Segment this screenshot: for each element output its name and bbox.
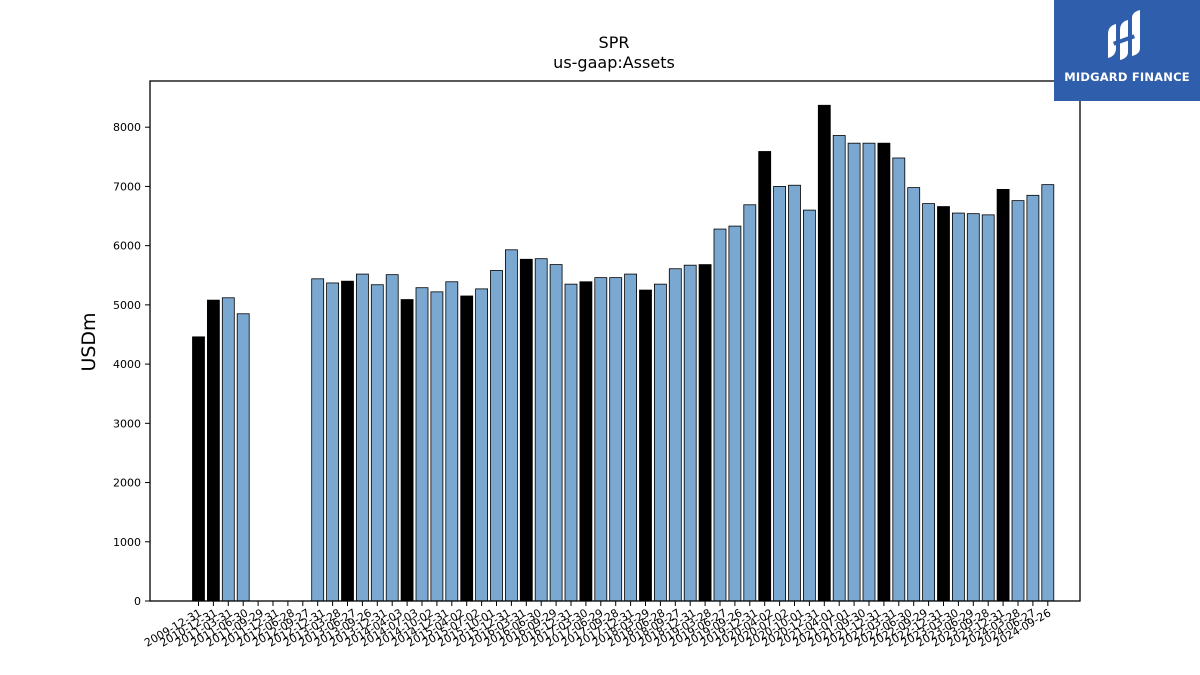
y-tick-label: 3000 — [113, 417, 141, 430]
bar-2017-06-29 — [624, 273, 637, 602]
bar-2013-03-28 — [370, 284, 384, 602]
y-tick-label: 1000 — [113, 536, 141, 549]
bar-2016-06-30 — [564, 283, 578, 602]
y-axis-label: USDm — [78, 312, 100, 371]
bar-2020-12-31 — [832, 135, 846, 602]
bar-2019-03-28 — [728, 225, 742, 602]
bar-2018-06-28 — [683, 264, 697, 602]
bar-2019-09-26 — [758, 151, 772, 602]
bar-2021-12-31 — [892, 157, 906, 602]
bar-2016-12-31 — [594, 277, 608, 602]
bar-2021-04-01 — [847, 142, 861, 602]
bar-2015-07-02 — [504, 249, 518, 602]
bar-2012-06-28 — [326, 282, 340, 602]
bar-2014-12-31 — [475, 288, 489, 602]
midgard-finance-logo: MIDGARD FINANCE — [1054, 0, 1200, 101]
bar-2013-09-26 — [400, 299, 414, 602]
chart-subtitle: us-gaap:Assets — [553, 53, 675, 72]
bar-2010-09-30 — [236, 313, 250, 602]
bar-2017-09-28 — [639, 289, 652, 602]
bar-2017-12-31 — [654, 283, 667, 602]
y-tick-label: 5000 — [113, 299, 141, 312]
y-tick-label: 0 — [134, 595, 141, 608]
y-tick-label: 6000 — [113, 240, 141, 253]
bar-2016-03-31 — [549, 264, 563, 602]
bar-2009-12-31 — [192, 336, 205, 602]
bar-2020-10-01 — [817, 104, 831, 602]
bar-2021-07-01 — [862, 142, 876, 602]
bar-2016-09-29 — [579, 281, 593, 602]
bar-2017-03-30 — [609, 277, 623, 602]
bar-2015-12-31 — [534, 258, 548, 602]
bar-group — [192, 104, 1055, 602]
bar-2020-07-02 — [803, 209, 816, 602]
y-tick-label: 4000 — [113, 358, 141, 371]
x-axis: 2009-12-312010-12-312011-03-312011-06-30… — [142, 601, 1053, 650]
bar-2014-07-03 — [445, 281, 459, 602]
y-tick-label: 7000 — [113, 180, 141, 193]
bar-2010-03-31 — [206, 299, 220, 602]
bar-2019-06-27 — [743, 204, 757, 602]
bar-2011-12-31 — [311, 278, 325, 602]
plot-frame — [149, 80, 1081, 602]
bar-2019-12-31 — [773, 186, 786, 602]
bar-2018-12-31 — [713, 228, 727, 602]
bar-2022-06-30 — [922, 203, 935, 602]
midgard-logo-icon — [1108, 10, 1140, 60]
bar-2012-12-31 — [355, 273, 369, 602]
bar-2022-03-31 — [907, 187, 921, 602]
bar-2023-06-29 — [981, 214, 995, 602]
bar-2013-12-31 — [415, 287, 429, 602]
bar-2014-04-03 — [430, 291, 444, 602]
chart-title: SPR — [599, 33, 630, 52]
bar-2010-06-30 — [221, 297, 235, 602]
bar-2023-03-30 — [966, 213, 980, 602]
bar-2024-06-27 — [1041, 184, 1055, 602]
bar-2018-09-27 — [698, 264, 712, 602]
y-tick-label: 8000 — [113, 121, 141, 134]
bar-2015-04-02 — [490, 270, 503, 602]
bar-2018-03-29 — [668, 268, 682, 602]
bar-2014-10-02 — [460, 295, 474, 602]
bar-2022-12-31 — [952, 212, 965, 602]
y-tick-label: 2000 — [113, 477, 141, 490]
bar-2012-09-27 — [341, 280, 354, 602]
brand-name: MIDGARD FINANCE — [1064, 70, 1190, 84]
bar-2020-04-02 — [788, 184, 801, 602]
y-axis: 0 1000 2000 3000 4000 5000 6000 7000 8000 — [113, 121, 150, 608]
bar-2024-03-28 — [1026, 194, 1040, 602]
bar-2023-09-28 — [996, 188, 1010, 602]
bar-2022-09-29 — [937, 206, 950, 602]
bar-2013-06-27 — [385, 274, 399, 602]
bar-2023-12-31 — [1011, 200, 1025, 602]
bar-2021-09-30 — [877, 142, 891, 602]
bar-2015-10-01 — [519, 258, 533, 602]
